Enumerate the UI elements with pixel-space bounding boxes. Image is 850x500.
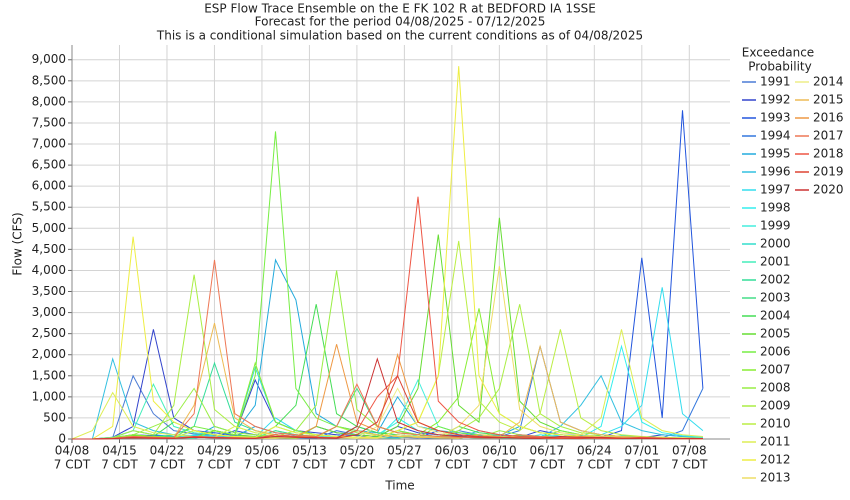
legend-label: 2011	[760, 435, 791, 449]
series-line	[72, 322, 703, 440]
y-tick-label: 0	[58, 432, 66, 446]
legend-label: 1996	[760, 165, 791, 179]
y-tick-label: 1,500	[32, 368, 66, 382]
y-tick-label: 1,000	[32, 389, 66, 403]
legend-label: 2009	[760, 399, 791, 413]
x-tick-label: 06/17	[530, 444, 565, 458]
y-axis-label: Flow (CFS)	[11, 212, 25, 275]
x-tick-label: 04/22	[150, 444, 185, 458]
legend-label: 2020	[813, 183, 844, 197]
x-tick-label: 7 CDT	[529, 458, 566, 472]
y-tick-label: 5,500	[32, 200, 66, 214]
legend-label: 2001	[760, 255, 791, 269]
x-tick-label: 7 CDT	[54, 458, 91, 472]
legend-label: 2015	[813, 93, 844, 107]
legend-label: 2019	[813, 165, 844, 179]
legend-label: 2007	[760, 363, 791, 377]
y-tick-label: 7,000	[32, 137, 66, 151]
legend-label: 2012	[760, 453, 791, 467]
legend-label: 2017	[813, 129, 844, 143]
x-tick-label: 06/10	[482, 444, 517, 458]
legend-title: Probability	[748, 60, 811, 74]
chart-subtitle: Forecast for the period 04/08/2025 - 07/…	[255, 15, 546, 29]
legend-label: 2005	[760, 327, 791, 341]
legend-label: 1999	[760, 219, 791, 233]
legend-label: 2010	[760, 417, 791, 431]
legend-label: 1992	[760, 93, 791, 107]
y-tick-label: 2,000	[32, 347, 66, 361]
y-tick-label: 6,000	[32, 179, 66, 193]
x-tick-label: 7 CDT	[101, 458, 138, 472]
legend-label: 1993	[760, 111, 791, 125]
x-tick-label: 05/13	[292, 444, 327, 458]
x-tick-label: 04/29	[197, 444, 232, 458]
legend-label: 2003	[760, 291, 791, 305]
legend-label: 1997	[760, 183, 791, 197]
x-tick-label: 7 CDT	[481, 458, 518, 472]
x-tick-label: 06/24	[577, 444, 612, 458]
y-tick-label: 8,500	[32, 73, 66, 87]
x-tick-label: 05/20	[340, 444, 375, 458]
x-axis-label: Time	[384, 479, 414, 493]
x-tick-label: 07/08	[672, 444, 707, 458]
x-tick-label: 7 CDT	[149, 458, 186, 472]
x-tick-label: 04/08	[55, 444, 90, 458]
legend-label: 1995	[760, 147, 791, 161]
y-tick-label: 3,500	[32, 284, 66, 298]
chart-title: ESP Flow Trace Ensemble on the E FK 102 …	[204, 2, 596, 16]
x-tick-label: 7 CDT	[386, 458, 423, 472]
legend-label: 1991	[760, 75, 791, 89]
y-tick-label: 7,500	[32, 115, 66, 129]
x-tick-label: 05/06	[245, 444, 280, 458]
y-tick-label: 500	[43, 410, 66, 424]
legend-label: 2000	[760, 237, 791, 251]
legend-label: 1998	[760, 201, 791, 215]
legend-title: Exceedance	[742, 46, 814, 60]
y-tick-label: 8,000	[32, 94, 66, 108]
y-tick-label: 6,500	[32, 158, 66, 172]
chart-subtitle: This is a conditional simulation based o…	[156, 29, 643, 43]
x-tick-label: 7 CDT	[244, 458, 281, 472]
x-tick-label: 04/15	[102, 444, 137, 458]
legend-label: 2006	[760, 345, 791, 359]
legend-label: 2002	[760, 273, 791, 287]
x-tick-label: 7 CDT	[576, 458, 613, 472]
x-tick-label: 7 CDT	[339, 458, 376, 472]
y-tick-label: 5,000	[32, 221, 66, 235]
x-tick-label: 7 CDT	[671, 458, 708, 472]
x-tick-label: 05/27	[387, 444, 422, 458]
x-tick-label: 06/03	[435, 444, 470, 458]
legend-label: 2016	[813, 111, 844, 125]
y-tick-label: 4,000	[32, 263, 66, 277]
legend-label: 1994	[760, 129, 791, 143]
legend-label: 2008	[760, 381, 791, 395]
x-tick-label: 7 CDT	[196, 458, 233, 472]
x-tick-label: 07/01	[625, 444, 660, 458]
y-tick-label: 9,000	[32, 52, 66, 66]
y-tick-label: 4,500	[32, 242, 66, 256]
y-tick-label: 2,500	[32, 326, 66, 340]
series-line	[72, 357, 703, 440]
legend-label: 2013	[760, 471, 791, 485]
legend-label: 2018	[813, 147, 844, 161]
legend-label: 2004	[760, 309, 791, 323]
x-tick-label: 7 CDT	[624, 458, 661, 472]
x-tick-label: 7 CDT	[434, 458, 471, 472]
legend-label: 2014	[813, 75, 844, 89]
x-tick-label: 7 CDT	[291, 458, 328, 472]
y-tick-label: 3,000	[32, 305, 66, 319]
